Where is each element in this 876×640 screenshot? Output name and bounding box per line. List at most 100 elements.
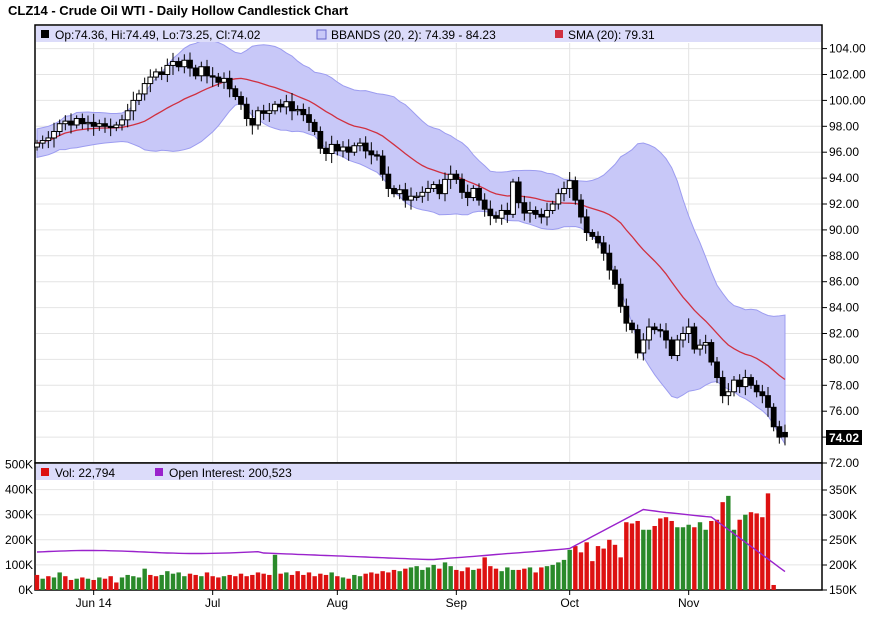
- candle: [374, 150, 380, 161]
- candle-body: [340, 146, 346, 152]
- volume-bar: [40, 578, 45, 590]
- candle: [113, 121, 120, 132]
- candle-body: [119, 119, 125, 126]
- candle: [368, 142, 375, 165]
- volume-bar: [46, 576, 51, 590]
- candle: [572, 176, 579, 205]
- volume-left-tick-label: 400K: [5, 483, 33, 497]
- volume-bar: [193, 574, 198, 590]
- volume-left-tick-label: 300K: [5, 508, 33, 522]
- candle-body: [476, 187, 482, 201]
- open-interest-line: [36, 508, 786, 573]
- candle: [102, 117, 108, 133]
- oi-tick-label: 200K: [829, 558, 857, 572]
- volume-bar: [323, 574, 329, 590]
- volume-bar: [97, 577, 102, 590]
- candle-body: [453, 173, 460, 180]
- candle-body: [504, 209, 511, 215]
- volume-bar: [618, 557, 623, 590]
- candle-body: [238, 96, 244, 105]
- volume-legend: Vol: 22,794: [55, 466, 115, 480]
- volume-bar: [680, 527, 686, 590]
- candle: [51, 122, 57, 148]
- candle-body: [34, 142, 40, 148]
- candle-body: [759, 391, 766, 397]
- volume-bar: [204, 572, 210, 590]
- volume-bar: [760, 517, 765, 590]
- candle-body: [107, 125, 114, 129]
- candle: [181, 54, 188, 74]
- candle: [209, 67, 216, 87]
- volume-bar: [114, 582, 119, 590]
- volume-bars: [34, 493, 776, 590]
- volume-bar: [601, 548, 606, 590]
- candle: [391, 185, 397, 198]
- volume-bar: [125, 574, 130, 590]
- candle-body: [719, 377, 726, 397]
- candle: [538, 208, 545, 224]
- volume-bar: [533, 572, 538, 590]
- candle-body: [323, 147, 329, 154]
- candle: [300, 103, 307, 122]
- volume-bar: [544, 566, 550, 590]
- volume-bar: [454, 569, 459, 590]
- volume-bar: [374, 573, 380, 590]
- candle: [544, 202, 550, 226]
- candle-body: [487, 208, 494, 217]
- candle: [697, 339, 703, 356]
- candle-body: [663, 330, 669, 341]
- volume-bar: [612, 544, 618, 590]
- candle-body: [561, 187, 567, 195]
- x-tick-label: Aug: [327, 596, 348, 610]
- volume-bar: [57, 572, 62, 590]
- candle: [73, 115, 80, 129]
- volume-bar: [425, 567, 431, 590]
- candles: [34, 52, 788, 446]
- candle: [617, 278, 624, 313]
- volume-bar: [142, 568, 147, 590]
- volume-bar: [182, 576, 187, 590]
- volume-bar: [550, 564, 555, 590]
- volume-bar: [148, 574, 153, 590]
- candle: [623, 298, 630, 332]
- volume-bar: [91, 579, 96, 590]
- volume-bar: [312, 576, 317, 590]
- volume-bar: [119, 577, 125, 590]
- volume-bar: [250, 574, 255, 590]
- volume-bar: [590, 561, 595, 590]
- candle: [668, 336, 675, 360]
- candle-body: [379, 155, 386, 175]
- candle: [345, 139, 352, 161]
- volume-bar: [170, 573, 176, 590]
- volume-bar: [284, 572, 289, 590]
- candle: [476, 183, 482, 206]
- volume-bar: [391, 569, 397, 590]
- candle-body: [56, 123, 63, 132]
- candle-body: [226, 77, 233, 90]
- volume-bar: [34, 574, 40, 590]
- candle-body: [39, 140, 46, 144]
- volume-bar: [108, 576, 113, 590]
- candle: [192, 64, 199, 80]
- volume-left-axis: 500K 400K 300K 200K 100K 0K: [5, 458, 33, 598]
- volume-bar: [408, 567, 414, 590]
- candle-body: [141, 83, 148, 95]
- candle-body: [300, 108, 307, 116]
- volume-bar: [720, 502, 725, 590]
- volume-bar: [527, 567, 533, 590]
- candle: [578, 194, 584, 224]
- last-price-label: 74.02: [829, 431, 859, 445]
- volume-bar: [641, 529, 646, 590]
- volume-bar: [414, 566, 419, 590]
- x-tick-label: Oct: [560, 596, 579, 610]
- x-tick-label: Nov: [678, 596, 699, 610]
- candle-body: [527, 209, 533, 214]
- candle: [731, 375, 737, 397]
- volume-bar: [306, 572, 312, 590]
- volume-bar: [635, 520, 640, 590]
- candle-body: [612, 269, 618, 285]
- candle: [583, 209, 590, 242]
- candle: [708, 339, 715, 366]
- volume-bar: [386, 572, 391, 590]
- candle-body: [566, 180, 573, 189]
